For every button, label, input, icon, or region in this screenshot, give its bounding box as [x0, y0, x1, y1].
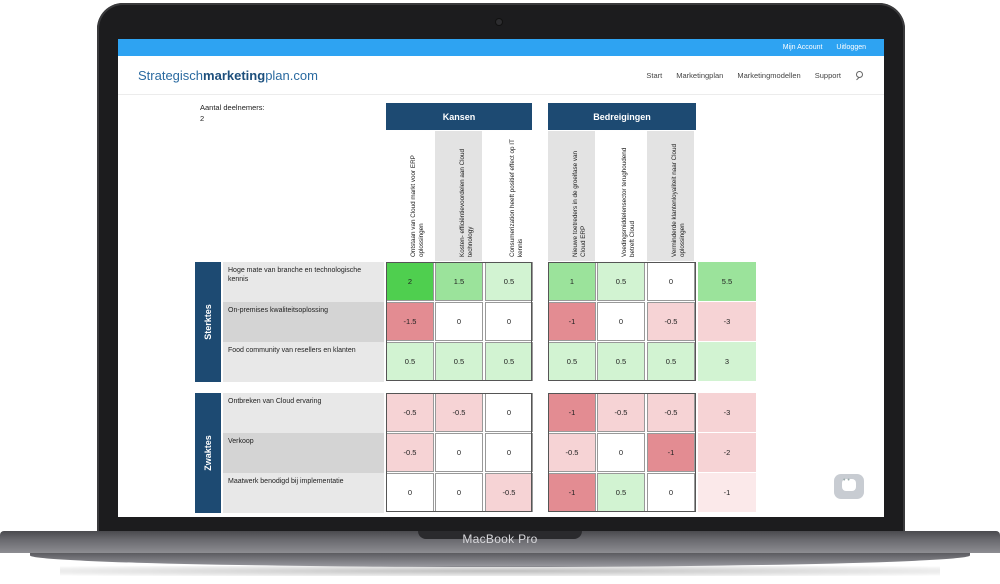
matrix-cell[interactable]: -0.5: [548, 433, 596, 472]
account-link[interactable]: Mijn Account: [782, 44, 823, 51]
main-nav: Start Marketingplan Marketingmodellen Su…: [646, 70, 864, 80]
matrix-cell[interactable]: 0.5: [597, 262, 645, 301]
matrix-cell[interactable]: 2: [386, 262, 434, 301]
logo-part-1: Strategisch: [138, 67, 204, 83]
row-total: -3: [698, 302, 756, 341]
laptop-shadow: [60, 566, 940, 576]
row-label: Verkoop: [223, 433, 384, 473]
matrix-cell[interactable]: 0: [647, 262, 695, 301]
laptop-foot: [30, 553, 970, 567]
chat-bot-icon: [842, 477, 856, 491]
matrix-cell[interactable]: 0.5: [386, 342, 434, 381]
participants-label: Aantal deelnemers:: [200, 103, 265, 112]
matrix-cell[interactable]: 1: [548, 262, 596, 301]
matrix-cell[interactable]: 0: [435, 302, 483, 341]
nav-item-marketingplan[interactable]: Marketingplan: [676, 70, 724, 80]
logo-part-2: marketing: [203, 67, 266, 83]
row-total: -1: [698, 473, 756, 512]
matrix-cell[interactable]: 0.5: [647, 342, 695, 381]
column-header: Ontstaan van Cloud markt voor ERP oploss…: [386, 131, 433, 261]
matrix-cell[interactable]: 0: [597, 433, 645, 472]
column-header-label: Verminderde klantenloyaliteit naar Cloud…: [670, 143, 686, 257]
device-label: MacBook Pro: [462, 532, 538, 546]
matrix-cell[interactable]: 0: [485, 302, 533, 341]
matrix-cell[interactable]: -0.5: [597, 393, 645, 432]
row-label: Maatwerk benodigd bij implementatie: [223, 473, 384, 513]
matrix-cell[interactable]: 0: [597, 302, 645, 341]
matrix-cell[interactable]: 0.5: [485, 262, 533, 301]
row-total: -3: [698, 393, 756, 432]
logo-part-3: plan.com: [265, 67, 318, 83]
opportunities-header: Kansen: [386, 103, 532, 130]
site-logo[interactable]: Strategischmarketingplan.com: [138, 68, 318, 83]
matrix-cell[interactable]: 0: [386, 473, 434, 512]
matrix-cell[interactable]: 0.5: [485, 342, 533, 381]
matrix-cell[interactable]: -1: [548, 302, 596, 341]
browser-screen: Mijn Account Uitloggen Strategischmarket…: [118, 39, 884, 517]
section-label-text: Zwaktes: [203, 435, 213, 471]
search-icon[interactable]: [855, 70, 864, 80]
column-header-label: Consumerization heeft positief effect op…: [508, 139, 524, 257]
column-header-label: Nieuwe toetreders in de groeifase van Cl…: [571, 150, 587, 257]
matrix-cell[interactable]: 0.5: [597, 473, 645, 512]
matrix-cell[interactable]: -0.5: [386, 393, 434, 432]
matrix-cell[interactable]: -0.5: [435, 393, 483, 432]
row-total: 5.5: [698, 262, 756, 301]
column-header: Kosten- efficiëntievoordelen aan Cloud t…: [435, 131, 482, 261]
matrix-cell[interactable]: -1: [548, 393, 596, 432]
column-header: Verminderde klantenloyaliteit naar Cloud…: [647, 131, 694, 261]
section-label-text: Sterktes: [203, 304, 213, 340]
matrix-cell[interactable]: 1.5: [435, 262, 483, 301]
participants-info: Aantal deelnemers: 2: [200, 102, 265, 124]
row-label: On-premises kwaliteitsoplossing: [223, 302, 384, 342]
matrix-cell[interactable]: 0.5: [597, 342, 645, 381]
row-label: Food community van resellers en klanten: [223, 342, 384, 382]
logout-link[interactable]: Uitloggen: [836, 44, 866, 51]
matrix-cell[interactable]: 0: [485, 433, 533, 472]
matrix-cell[interactable]: 0.5: [435, 342, 483, 381]
row-label: Ontbreken van Cloud ervaring: [223, 393, 384, 433]
camera-icon: [496, 19, 502, 25]
nav-item-start[interactable]: Start: [646, 70, 663, 80]
matrix-cell[interactable]: 0: [435, 433, 483, 472]
top-bar: Mijn Account Uitloggen: [118, 39, 884, 56]
matrix-cell[interactable]: 0.5: [548, 342, 596, 381]
column-header-label: Voedingsmiddelensector terughoudend betr…: [620, 147, 636, 257]
matrix-cell[interactable]: -1: [647, 433, 695, 472]
matrix-cell[interactable]: -1.5: [386, 302, 434, 341]
participants-count: 2: [200, 114, 205, 123]
matrix-cell[interactable]: -0.5: [647, 302, 695, 341]
matrix-cell[interactable]: 0: [647, 473, 695, 512]
column-header-label: Ontstaan van Cloud markt voor ERP oploss…: [409, 155, 425, 257]
laptop-base: [0, 531, 1000, 553]
matrix-cell[interactable]: -0.5: [485, 473, 533, 512]
column-header: Nieuwe toetreders in de groeifase van Cl…: [548, 131, 595, 261]
column-header: Consumerization heeft positief effect op…: [485, 131, 532, 261]
column-header: Voedingsmiddelensector terughoudend betr…: [597, 131, 644, 261]
section-label-zwaktes: Zwaktes: [195, 393, 221, 513]
matrix-cell[interactable]: 0: [435, 473, 483, 512]
matrix-cell[interactable]: -0.5: [647, 393, 695, 432]
column-header-label: Kosten- efficiëntievoordelen aan Cloud t…: [458, 148, 474, 257]
row-total: 3: [698, 342, 756, 381]
section-label-sterktes: Sterktes: [195, 262, 221, 382]
matrix-cell[interactable]: -0.5: [386, 433, 434, 472]
threats-header: Bedreigingen: [548, 103, 696, 130]
row-label: Hoge mate van branche en technologische …: [223, 262, 384, 302]
nav-item-support[interactable]: Support: [814, 70, 841, 80]
laptop-notch: [418, 531, 582, 539]
matrix-cell[interactable]: 0: [485, 393, 533, 432]
chat-widget-button[interactable]: [834, 474, 864, 499]
row-total: -2: [698, 433, 756, 472]
matrix-cell[interactable]: -1: [548, 473, 596, 512]
nav-item-marketingmodellen[interactable]: Marketingmodellen: [737, 70, 801, 80]
site-header: Strategischmarketingplan.com Start Marke…: [118, 56, 884, 95]
